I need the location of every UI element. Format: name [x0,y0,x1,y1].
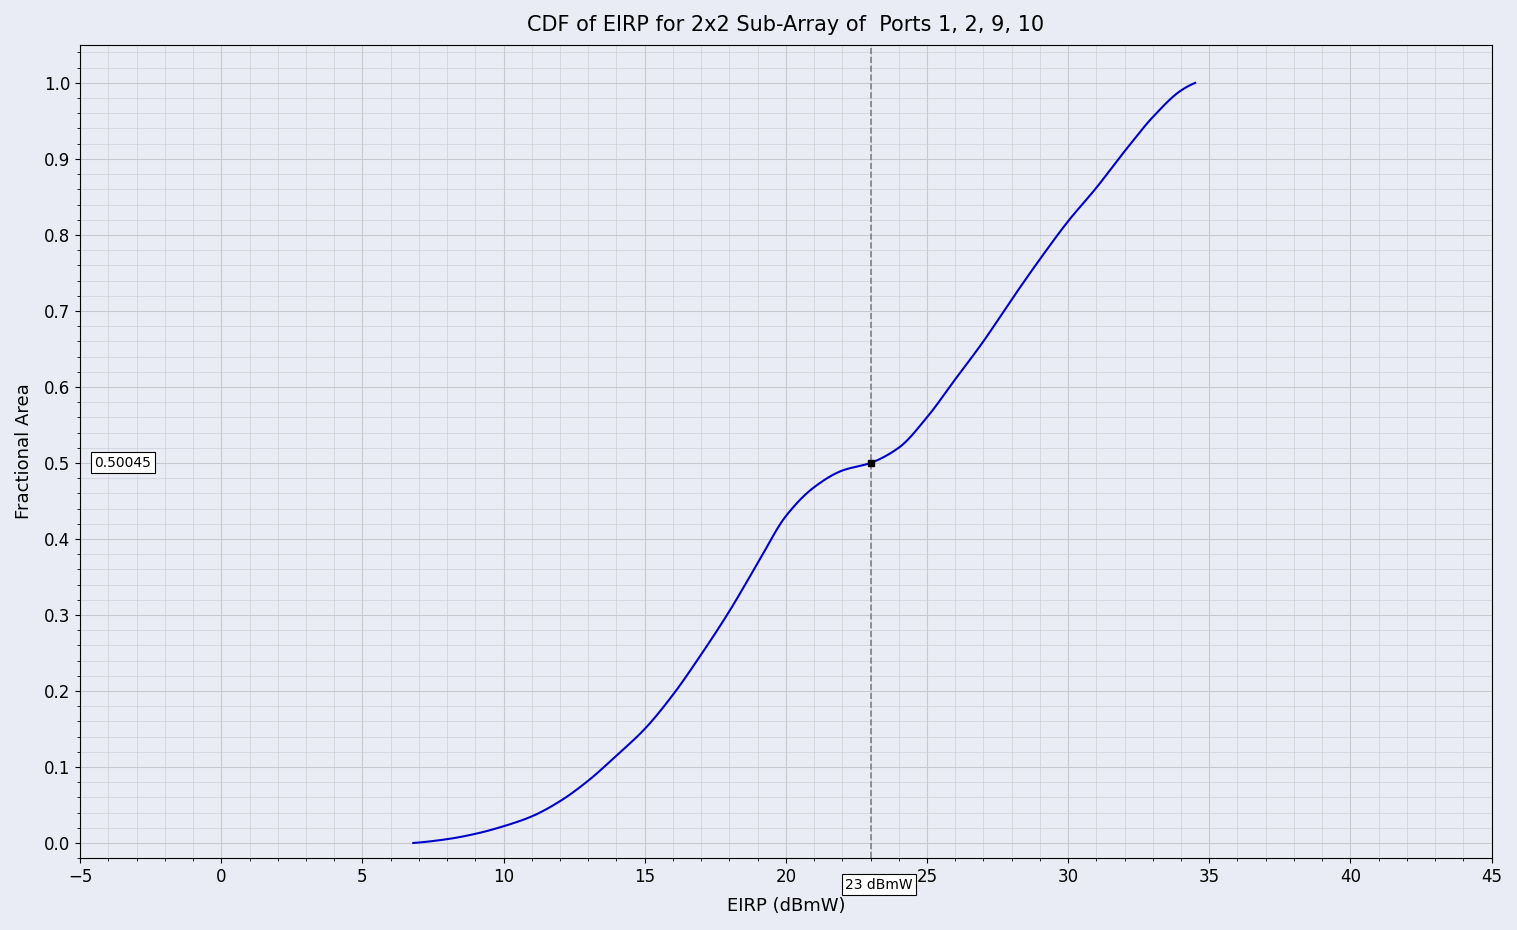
Text: 23 dBmW: 23 dBmW [845,878,913,892]
X-axis label: EIRP (dBmW): EIRP (dBmW) [727,897,845,915]
Text: 0.50045: 0.50045 [94,456,152,470]
Title: CDF of EIRP for 2x2 Sub-Array of  Ports 1, 2, 9, 10: CDF of EIRP for 2x2 Sub-Array of Ports 1… [528,15,1044,35]
Y-axis label: Fractional Area: Fractional Area [15,384,33,519]
